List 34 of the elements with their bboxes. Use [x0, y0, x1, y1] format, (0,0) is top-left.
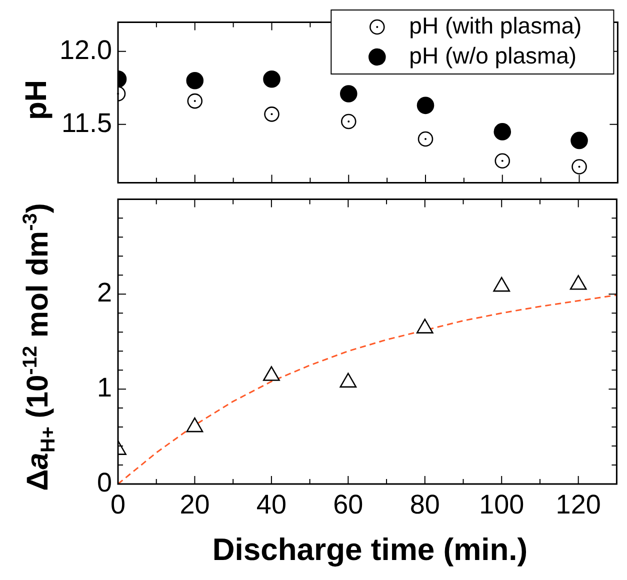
point [186, 417, 204, 432]
point [416, 318, 434, 334]
legend-label: pH (with plasma) [409, 12, 582, 38]
line-series [118, 294, 617, 484]
point [493, 276, 510, 292]
point [263, 70, 280, 88]
point [418, 131, 434, 147]
x-tick-label: 60 [333, 490, 364, 520]
point [416, 96, 434, 114]
point [340, 372, 357, 388]
point [340, 85, 358, 102]
point [570, 274, 587, 290]
point [340, 114, 356, 130]
y-tick-label: 0 [96, 467, 112, 498]
point [494, 123, 512, 140]
point [264, 106, 280, 122]
x-tick-label: 100 [479, 490, 524, 520]
y-axis-title: pH [20, 80, 54, 120]
point [186, 72, 204, 90]
y-tick-label: 11.5 [61, 108, 112, 138]
x-axis-title: Discharge time (min.) [212, 532, 528, 568]
point [187, 93, 203, 109]
point [263, 366, 280, 381]
x-tick-label: 20 [180, 490, 210, 520]
y-tick-label: 2 [96, 278, 112, 308]
x-tick-label: 120 [556, 490, 601, 520]
point [572, 159, 587, 174]
point [494, 153, 510, 169]
y-tick-label: 12.0 [59, 34, 112, 65]
legend-label: pH (w/o plasma) [409, 42, 577, 68]
x-tick-label: 80 [410, 490, 440, 520]
x-tick-label: 40 [256, 490, 286, 520]
y-tick-label: 1 [96, 372, 112, 403]
point [570, 132, 588, 150]
